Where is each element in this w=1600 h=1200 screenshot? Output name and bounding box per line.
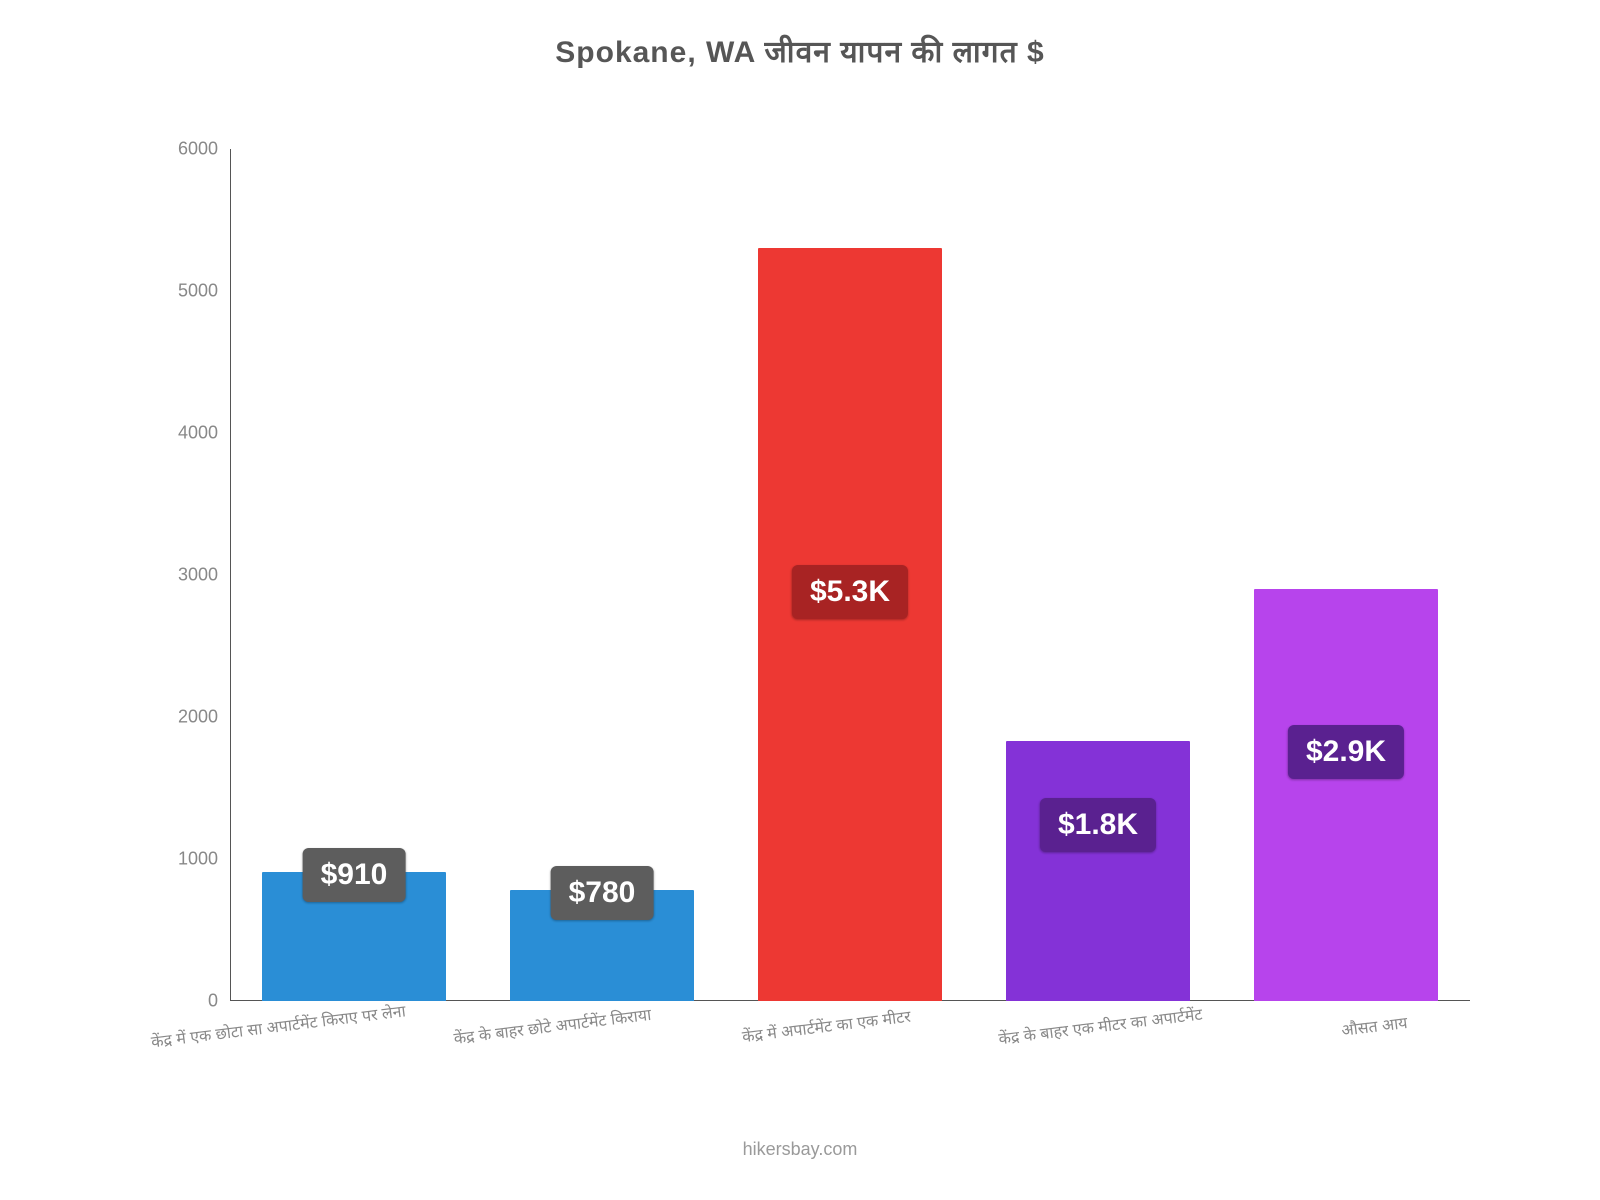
x-label-3: केंद्र के बाहर एक मीटर का अपार्टमेंट — [962, 1001, 1236, 1091]
plot-area: 0 1000 2000 3000 4000 5000 6000 $910 $78… — [140, 81, 1510, 1001]
y-axis: 0 1000 2000 3000 4000 5000 6000 — [140, 149, 230, 1001]
x-label-0: केंद्र में एक छोटा सा अपार्टमेंट किराए प… — [140, 1001, 414, 1091]
bar-0: $910 — [262, 872, 446, 1001]
bars-container: $910 $780 $5.3K $1.8K $2.9K — [230, 149, 1470, 1001]
bar-slot-4: $2.9K — [1222, 149, 1470, 1001]
bar-slot-1: $780 — [478, 149, 726, 1001]
bar-2: $5.3K — [758, 248, 942, 1001]
bar-slot-3: $1.8K — [974, 149, 1222, 1001]
y-tick-4: 4000 — [148, 423, 218, 444]
bar-1: $780 — [510, 890, 694, 1001]
bar-4: $2.9K — [1254, 589, 1438, 1001]
x-label-1: केंद्र के बाहर छोटे अपार्टमेंट किराया — [414, 1001, 688, 1091]
bar-slot-2: $5.3K — [726, 149, 974, 1001]
bar-3: $1.8K — [1006, 741, 1190, 1001]
bar-slot-0: $910 — [230, 149, 478, 1001]
value-badge-3: $1.8K — [1040, 798, 1156, 852]
chart-title: Spokane, WA जीवन यापन की लागत $ — [50, 30, 1550, 71]
x-axis-labels: केंद्र में एक छोटा सा अपार्टमेंट किराए प… — [140, 1001, 1510, 1091]
y-tick-6: 6000 — [148, 139, 218, 160]
x-label-4: औसत आय — [1236, 1001, 1510, 1091]
x-label-2: केंद्र में अपार्टमेंट का एक मीटर — [688, 1001, 962, 1091]
y-tick-1: 1000 — [148, 849, 218, 870]
value-badge-2: $5.3K — [792, 565, 908, 619]
value-badge-0: $910 — [303, 848, 406, 902]
attribution-text: hikersbay.com — [50, 1139, 1550, 1160]
y-tick-3: 3000 — [148, 565, 218, 586]
value-badge-4: $2.9K — [1288, 725, 1404, 779]
value-badge-1: $780 — [551, 866, 654, 920]
y-tick-5: 5000 — [148, 281, 218, 302]
y-tick-2: 2000 — [148, 707, 218, 728]
cost-of-living-chart: Spokane, WA जीवन यापन की लागत $ 0 1000 2… — [50, 30, 1550, 1130]
